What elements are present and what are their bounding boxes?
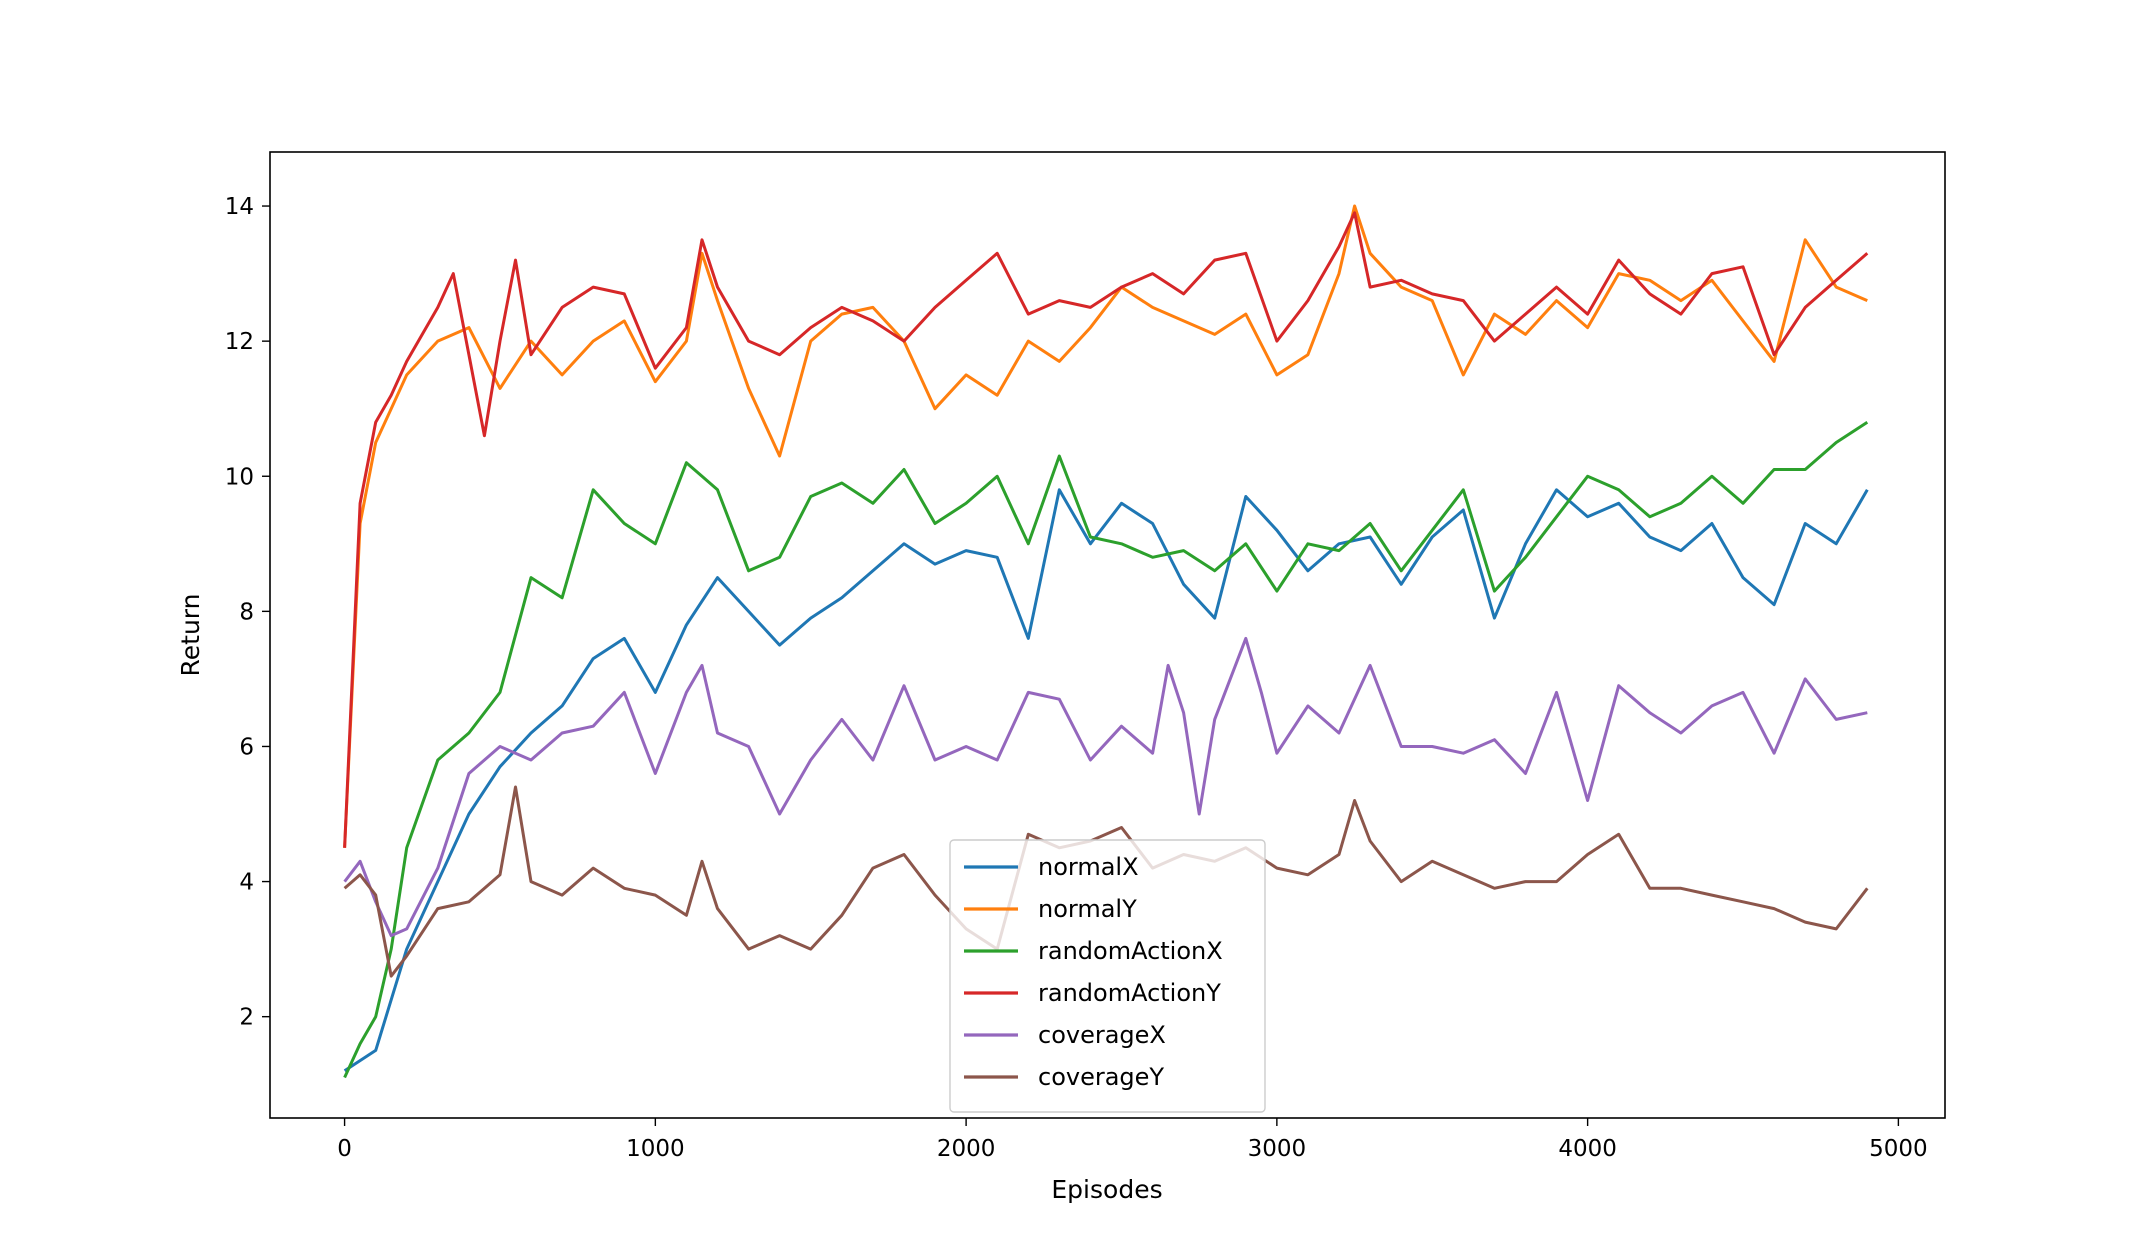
y-tick-label: 4 (239, 870, 254, 896)
x-axis-label: Episodes (1051, 1175, 1162, 1204)
series-line-randomActionX (343, 420, 1869, 1079)
legend-label-normalY: normalY (1038, 895, 1137, 923)
legend-box (949, 839, 1266, 1113)
series-line-randomActionY (343, 211, 1869, 848)
x-tick-label: 2000 (937, 1136, 996, 1162)
legend-label-coverageX: coverageX (1038, 1021, 1166, 1049)
series-line-coverageX (343, 636, 1868, 938)
legend-label-randomActionX: randomActionX (1038, 937, 1223, 965)
legend-label-randomActionY: randomActionY (1038, 979, 1221, 1007)
y-tick-label: 2 (239, 1005, 254, 1031)
x-tick-label: 0 (337, 1136, 352, 1162)
y-tick-label: 12 (225, 329, 254, 355)
y-tick-label: 14 (225, 194, 254, 220)
legend-label-normalX: normalX (1038, 853, 1139, 881)
plot-frame (269, 151, 1946, 1119)
legend-label-coverageY: coverageY (1038, 1063, 1164, 1091)
legend: normalX normalY randomActionX randomActionY… (949, 839, 1266, 1113)
x-tick-label: 4000 (1558, 1136, 1617, 1162)
y-axis-label: Return (176, 594, 205, 677)
y-axis: 2 4 6 8 10 12 14 (225, 194, 270, 1031)
x-tick-label: 3000 (1248, 1136, 1307, 1162)
y-tick-label: 8 (239, 599, 254, 625)
x-tick-label: 1000 (626, 1136, 685, 1162)
y-tick-label: 6 (239, 734, 254, 760)
y-tick-label: 10 (225, 464, 254, 490)
x-axis: 0 1000 2000 3000 4000 5000 (337, 1118, 1928, 1162)
series-line-normalX (343, 488, 1869, 1072)
series-line-normalY (343, 204, 1868, 848)
x-tick-label: 5000 (1869, 1136, 1928, 1162)
